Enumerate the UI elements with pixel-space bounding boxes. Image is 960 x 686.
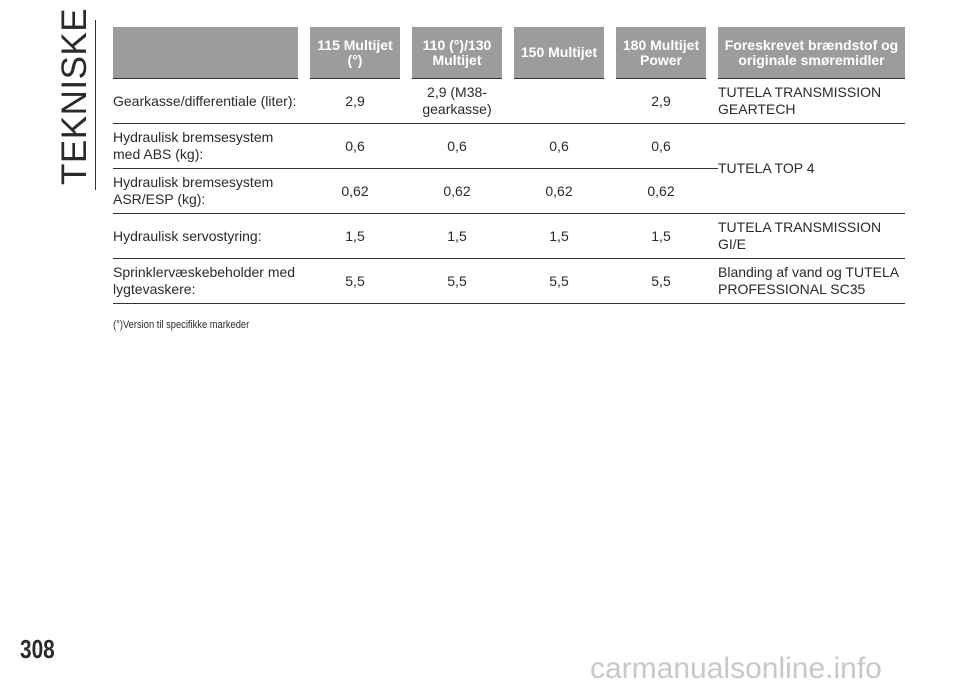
table-row: Gearkasse/differentiale (liter): 2,9 2,9 (… (113, 79, 905, 124)
side-rule (95, 20, 96, 190)
value-cell: 2,9 (310, 79, 412, 124)
value-cell: 0,62 (616, 169, 718, 214)
value-cell: 0,62 (310, 169, 412, 214)
value-cell: 0,6 (616, 124, 718, 169)
lubricant: TUTELA TRANSMISSION GI/E (718, 214, 905, 259)
value-cell: 5,5 (616, 259, 718, 304)
header-cell: 150 Multijet (514, 27, 616, 79)
value-cell: 0,6 (412, 124, 514, 169)
table-row: Sprinklervæskebeholder med lygtevaskere:… (113, 259, 905, 304)
value-cell: 5,5 (412, 259, 514, 304)
value-cell: 0,62 (514, 169, 616, 214)
spec-table: 115 Multijet (°) 110 (°)/130 Multijet 150 … (113, 27, 905, 304)
value-cell: 2,9 (M38-gearkasse) (412, 79, 514, 124)
page-number: 308 (20, 634, 55, 664)
header-label: 150 Multijet (514, 27, 604, 79)
row-label: Hydraulisk bremsesystem med ABS (kg): (113, 124, 310, 169)
side-title: TEKNISKE DATA (55, 0, 94, 185)
value-cell: 1,5 (514, 214, 616, 259)
table-body: Gearkasse/differentiale (liter): 2,9 2,9 (… (113, 79, 905, 304)
lubricant: TUTELA TOP 4 (718, 124, 905, 214)
header-cell (113, 27, 310, 79)
header-cell: 110 (°)/130 Multijet (412, 27, 514, 79)
value-cell: 0,62 (412, 169, 514, 214)
value-cell: 5,5 (514, 259, 616, 304)
row-label: Gearkasse/differentiale (liter): (113, 79, 310, 124)
value-cell: 2,9 (616, 79, 718, 124)
value-cell: 1,5 (310, 214, 412, 259)
header-cell: Foreskrevet brændstof og originale smøre… (718, 27, 905, 79)
header-row: 115 Multijet (°) 110 (°)/130 Multijet 150 … (113, 27, 905, 79)
header-label: 115 Multijet (°) (310, 27, 400, 79)
lubricant: Blanding af vand og TUTELA PROFESSIONAL … (718, 259, 905, 304)
value-cell: 5,5 (310, 259, 412, 304)
watermark: carmanualsonline.info (590, 652, 882, 685)
table-row: Hydraulisk bremsesystem med ABS (kg): 0,6… (113, 124, 905, 214)
value-cell: 0,6 (310, 124, 412, 169)
header-cell: 115 Multijet (°) (310, 27, 412, 79)
header-cell: 180 Multijet Power (616, 27, 718, 79)
table-row: Hydraulisk bremsesystem ASR/ESP (kg): 0,6… (113, 169, 905, 214)
value-cell (514, 79, 616, 124)
header-label: 180 Multijet Power (616, 27, 706, 79)
row-label: Hydraulisk servostyring: (113, 214, 310, 259)
header-label (113, 27, 298, 79)
lubricant: TUTELA TRANSMISSION GEARTECH (718, 79, 905, 124)
table-row: Hydraulisk servostyring: 1,5 1,5 1,5 1,5 TUTE… (113, 214, 905, 259)
row-label: Sprinklervæskebeholder med lygtevaskere: (113, 259, 310, 304)
footnote: (°)Version til specifikke markeder (113, 319, 250, 331)
row-label: Hydraulisk bremsesystem ASR/ESP (kg): (113, 169, 310, 214)
header-label: Foreskrevet brændstof og originale smøre… (718, 27, 905, 79)
value-cell: 1,5 (412, 214, 514, 259)
value-cell: 0,6 (514, 124, 616, 169)
value-cell: 1,5 (616, 214, 718, 259)
header-label: 110 (°)/130 Multijet (412, 27, 502, 79)
